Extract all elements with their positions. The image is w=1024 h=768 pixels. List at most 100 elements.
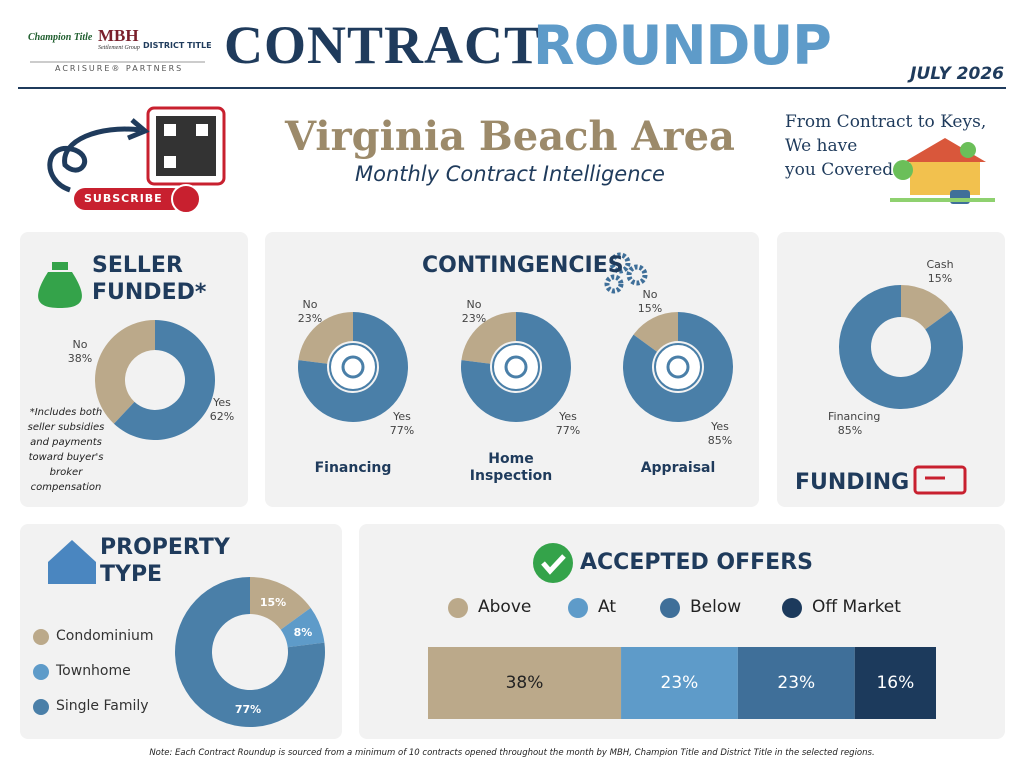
tree <box>960 142 976 158</box>
chart-title: Financing <box>314 460 392 476</box>
legend-swatch <box>33 629 49 645</box>
arrow <box>47 126 141 193</box>
chart-title: PROPERTY TYPE <box>100 535 230 587</box>
card <box>777 232 1005 507</box>
tagline: From Contract to Keys, <box>785 112 987 132</box>
contingency-icon <box>504 355 528 379</box>
donut-segment <box>94 320 155 424</box>
check-circle-icon <box>541 554 566 575</box>
slice-category: No <box>302 298 318 311</box>
slice-value: 23% <box>297 312 323 325</box>
slice-value: 77% <box>234 703 262 716</box>
gear-icon <box>604 274 624 294</box>
money-bag-icon <box>38 272 82 308</box>
logo: Champion Title <box>28 32 93 43</box>
bar-value: 23% <box>660 673 699 693</box>
subscribe-label: SUBSCRIBE <box>84 192 163 205</box>
slice-value: 77% <box>555 424 581 437</box>
logo: ACRISURE® PARTNERS <box>55 64 184 73</box>
title: ROUNDUP <box>533 14 832 77</box>
arrow <box>127 118 150 141</box>
contingency-icon <box>329 343 377 391</box>
slice-value: 85% <box>837 424 863 437</box>
slice-label: Financing 85% <box>828 410 881 438</box>
legend-swatch <box>448 598 468 618</box>
donut-segment <box>838 285 963 409</box>
qr-code <box>164 124 176 136</box>
contingency-icon <box>654 343 702 391</box>
bar-segment <box>737 647 855 719</box>
logo: Settlement Group <box>98 45 140 51</box>
chart-note: *Includes both seller subsidies and paym… <box>27 407 105 493</box>
legend-swatch <box>782 598 802 618</box>
legend-swatch <box>33 664 49 680</box>
legend-label: At <box>598 597 616 617</box>
house <box>910 160 980 195</box>
slice-value: 15% <box>637 302 663 315</box>
contingency-icon <box>666 355 690 379</box>
slice-value: 23% <box>461 312 487 325</box>
slice-category: Yes <box>393 410 411 423</box>
donut-segment <box>280 607 325 648</box>
slice-category: No <box>466 298 482 311</box>
legend-label: Townhome <box>56 663 131 679</box>
tree <box>893 160 913 180</box>
slice-value: 8% <box>293 626 313 639</box>
gear-icon <box>609 252 631 274</box>
slice-label: No 38% <box>58 338 102 366</box>
slice-label: No 23% <box>288 298 332 326</box>
region-title: Virginia Beach Area <box>285 113 735 160</box>
slice-label: No 15% <box>628 288 672 316</box>
donut-segment <box>297 312 408 423</box>
slice-label: Yes 77% <box>380 410 424 438</box>
donut-segment <box>174 577 325 727</box>
bar-value: 38% <box>505 673 544 693</box>
region-subtitle: Monthly Contract Intelligence <box>355 162 665 186</box>
slice-category: Cash <box>926 258 954 271</box>
bar-segment <box>428 647 622 719</box>
donut-segment <box>901 285 952 330</box>
qr-code <box>164 156 176 168</box>
slice-value: 62% <box>209 410 235 423</box>
legend-label: Single Family <box>56 698 149 714</box>
legend-label: Below <box>690 597 742 617</box>
donut-segment <box>460 312 571 422</box>
grass <box>890 198 995 202</box>
slice-category: Yes <box>213 396 231 409</box>
slice-value: 15% <box>259 596 287 609</box>
bar-value: 23% <box>777 673 816 693</box>
slice-category: No <box>642 288 658 301</box>
tagline: We have <box>785 136 858 156</box>
chart-title: FUNDING <box>795 470 910 495</box>
donut-segment <box>113 320 215 440</box>
footnote: Note: Each Contract Roundup is sourced f… <box>149 748 875 758</box>
slice-value: 38% <box>67 352 93 365</box>
slice-category: Financing <box>828 410 881 423</box>
legend-label: Above <box>478 597 532 617</box>
section-title: CONTINGENCIES <box>422 253 624 278</box>
chart-title: ACCEPTED OFFERS <box>580 550 813 575</box>
slice-label: No 23% <box>452 298 496 326</box>
house-icon <box>48 540 96 584</box>
logo: MBH <box>98 26 139 45</box>
slice-value: 77% <box>389 424 415 437</box>
bar-value: 16% <box>876 673 915 693</box>
legend-label: Off Market <box>812 597 901 617</box>
chart-title: Home Inspection <box>469 451 553 484</box>
gear-icon <box>626 264 648 286</box>
slice-category: No <box>72 338 88 351</box>
donut-segment <box>250 577 311 630</box>
slice-value: 15% <box>927 272 953 285</box>
slice-label: Yes 85% <box>698 420 742 448</box>
contingency-icon <box>341 355 365 379</box>
contingency-icon <box>492 343 540 391</box>
title: CONTRACT <box>224 15 542 75</box>
check-icon <box>913 465 967 495</box>
logo: DISTRICT TITLE <box>143 41 212 50</box>
slice-label: Yes 62% <box>200 396 244 424</box>
bar-segment <box>854 647 936 719</box>
donut-segment <box>461 312 516 364</box>
slice-label: Cash 15% <box>918 258 962 286</box>
